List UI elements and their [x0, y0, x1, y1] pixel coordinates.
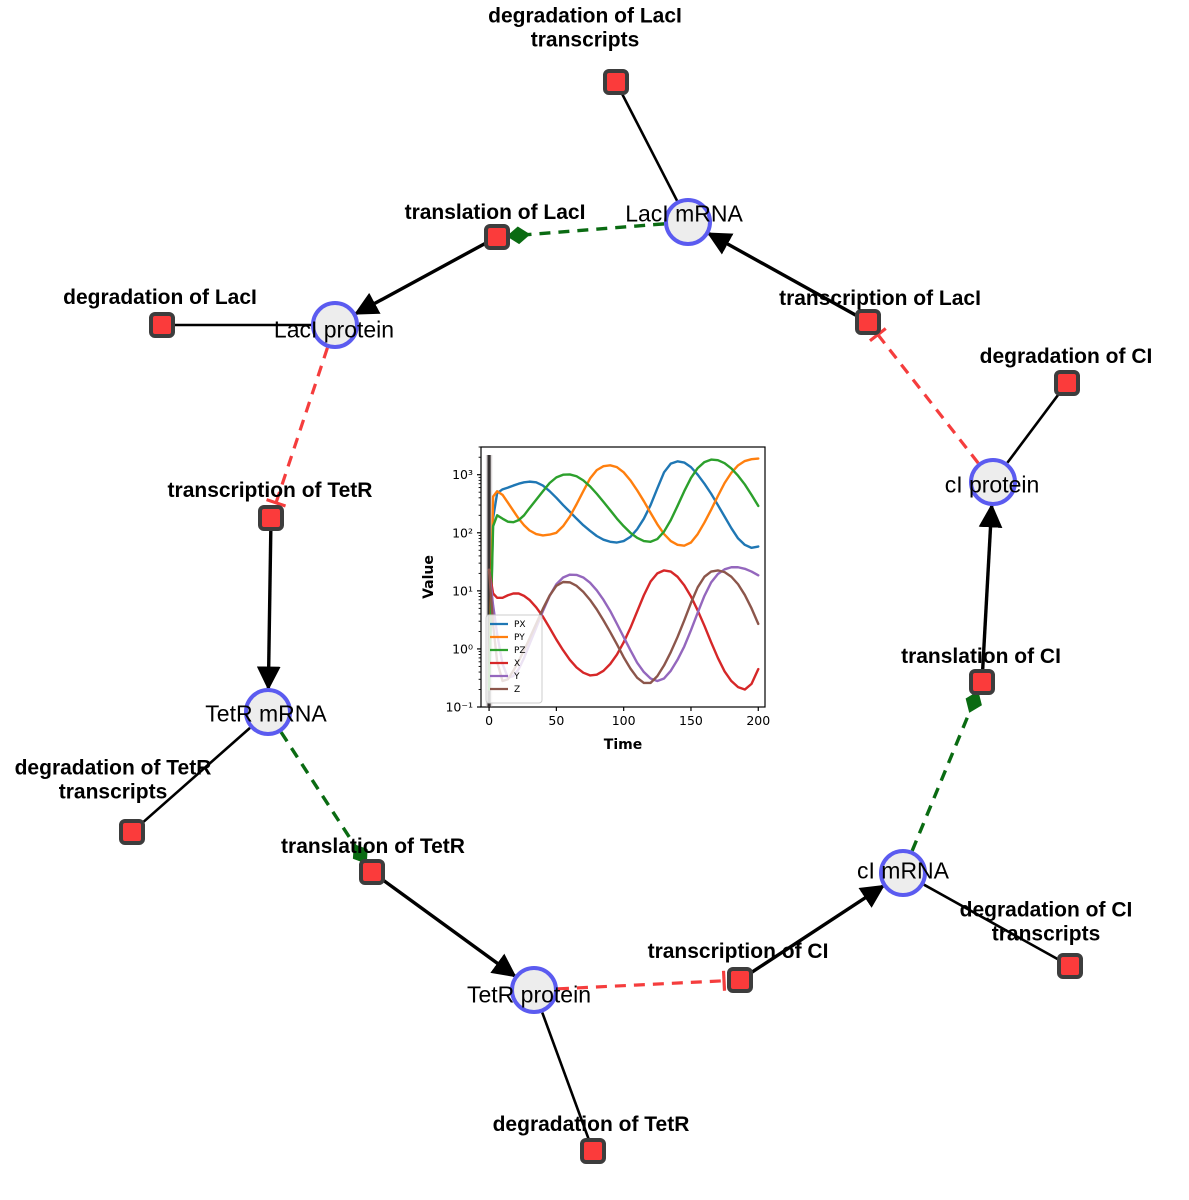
- edge-arrow: [380, 877, 517, 978]
- edge-plain: [140, 726, 251, 826]
- reaction-node-deg_tetR_transcripts[interactable]: [119, 819, 145, 845]
- edge-arrow: [749, 884, 885, 975]
- edge-arrow: [706, 232, 859, 318]
- legend-item-X: X: [514, 659, 520, 669]
- species-node-tetR_protein[interactable]: [510, 966, 558, 1014]
- legend-item-PY: PY: [514, 633, 525, 643]
- edge-modifier: [910, 690, 982, 852]
- inhibition-bar: [868, 327, 887, 343]
- reaction-node-deg_tetR[interactable]: [580, 1138, 606, 1164]
- reaction-node-deg_lacI[interactable]: [149, 312, 175, 338]
- chart-xlabel: Time: [604, 737, 642, 753]
- edge-plain: [620, 92, 679, 202]
- chart-legend: PX PY PZ XYZ: [485, 614, 543, 704]
- reaction-node-deg_cI_transcripts[interactable]: [1057, 953, 1083, 979]
- edge-modifier: [506, 222, 665, 245]
- edge-plain: [541, 1012, 591, 1141]
- svg-text:50: 50: [548, 713, 564, 728]
- svg-text:10²: 10²: [452, 525, 473, 540]
- reaction-node-deg_lacI_transcripts[interactable]: [603, 69, 629, 95]
- series-PY: [487, 457, 760, 691]
- chart-ylabel: Value: [421, 555, 437, 599]
- reaction-node-transcription_lacI[interactable]: [855, 309, 881, 335]
- edge-inhibition: [273, 347, 329, 508]
- reaction-node-transcription_cI[interactable]: [727, 967, 753, 993]
- edge-arrow: [353, 241, 488, 316]
- edge-inhibition: [874, 330, 980, 465]
- svg-text:0: 0: [485, 713, 493, 728]
- svg-text:150: 150: [679, 713, 703, 728]
- edge-arrow: [978, 503, 1003, 671]
- reaction-node-transcription_tetR[interactable]: [258, 505, 284, 531]
- edge-modifier: [279, 731, 368, 864]
- inhibition-bar: [266, 498, 287, 508]
- reaction-node-translation_tetR[interactable]: [359, 859, 385, 885]
- legend-item-PX: PX: [514, 620, 526, 630]
- series-PX: [487, 460, 760, 691]
- svg-text:10⁻¹: 10⁻¹: [445, 700, 473, 715]
- svg-text:10⁰: 10⁰: [452, 641, 473, 656]
- chart-axes: 0 50 100 150 200 10⁻¹ 10⁰ 10¹ 10² 10³: [445, 446, 770, 728]
- species-node-lacI_mrna[interactable]: [664, 198, 712, 246]
- species-node-cI_protein[interactable]: [969, 458, 1017, 506]
- svg-text:10¹: 10¹: [452, 583, 473, 598]
- edge-arrow: [256, 529, 281, 691]
- species-node-tetR_mrna[interactable]: [244, 688, 292, 736]
- inset-timecourse-chart: 0 50 100 150 200 10⁻¹ 10⁰ 10¹ 10² 10³ Time Value PX P…: [413, 435, 781, 760]
- reaction-node-deg_cI[interactable]: [1054, 370, 1080, 396]
- edge-layer: [140, 92, 1061, 1141]
- species-node-lacI_protein[interactable]: [311, 301, 359, 349]
- node-layer: [119, 69, 1083, 1164]
- legend-item-PZ: PZ: [514, 646, 526, 656]
- reaction-node-translation_lacI[interactable]: [484, 224, 510, 250]
- series-X: [487, 568, 760, 691]
- legend-item-Y: Y: [513, 672, 520, 682]
- svg-text:200: 200: [746, 713, 770, 728]
- inhibition-bar: [721, 970, 727, 991]
- species-node-cI_mrna[interactable]: [879, 849, 927, 897]
- legend-item-Z: Z: [514, 685, 520, 695]
- series-PZ: [487, 458, 760, 691]
- svg-text:100: 100: [612, 713, 636, 728]
- edge-plain: [923, 883, 1061, 962]
- edge-plain: [1006, 391, 1061, 464]
- edge-inhibition: [557, 978, 729, 991]
- reaction-node-translation_cI[interactable]: [969, 669, 995, 695]
- svg-text:10³: 10³: [452, 467, 473, 482]
